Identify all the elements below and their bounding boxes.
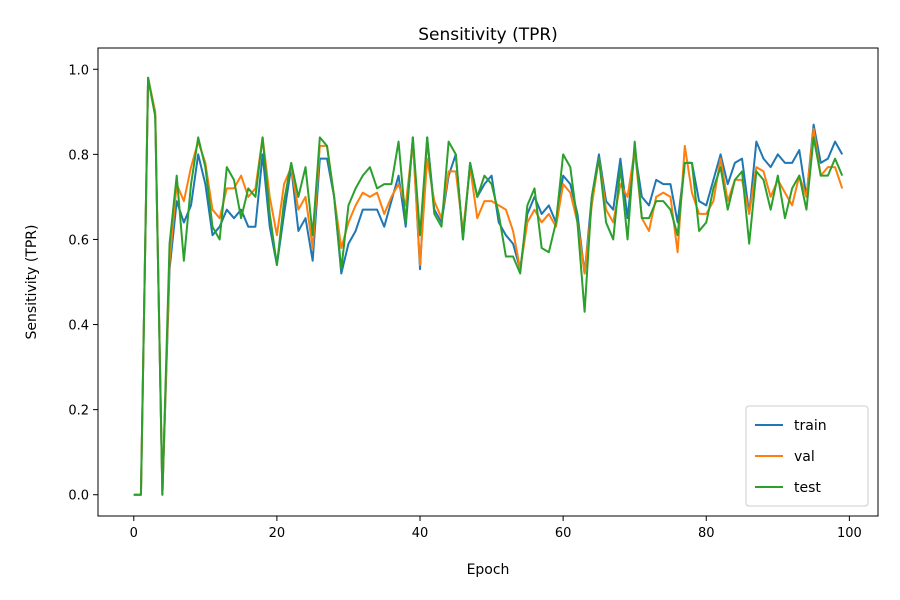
legend-label-test: test: [794, 480, 821, 496]
plot-area: [133, 76, 844, 496]
series-line-val: [133, 76, 844, 496]
y-tick-label: 1.0: [68, 63, 89, 78]
series-line-test: [133, 76, 844, 496]
series-line-train: [133, 76, 844, 496]
x-axis-label: Epoch: [467, 562, 510, 578]
plot-frame: [97, 47, 879, 517]
x-tick-label: 100: [837, 526, 862, 541]
legend: train val test: [745, 405, 869, 507]
x-tick-label: 40: [412, 526, 429, 541]
legend-box: [745, 405, 869, 507]
x-tick-label: 60: [555, 526, 572, 541]
y-tick-label: 0.0: [68, 489, 89, 504]
y-axis-label: Sensitivity (TPR): [24, 225, 40, 340]
x-tick-label: 0: [130, 526, 138, 541]
y-tick-label: 0.8: [68, 148, 89, 163]
legend-label-val: val: [794, 449, 815, 465]
x-tick-label: 20: [269, 526, 286, 541]
x-tick-label: 80: [698, 526, 715, 541]
y-tick-label: 0.2: [68, 404, 89, 419]
y-tick-label: 0.4: [68, 319, 89, 334]
legend-label-train: train: [794, 418, 827, 434]
axis-ticks: 0 20 40 60 80 100 0.0 0.2 0.4 0.6 0.8 1.0: [68, 63, 861, 541]
y-tick-label: 0.6: [68, 233, 89, 248]
chart-title: Sensitivity (TPR): [418, 25, 558, 45]
